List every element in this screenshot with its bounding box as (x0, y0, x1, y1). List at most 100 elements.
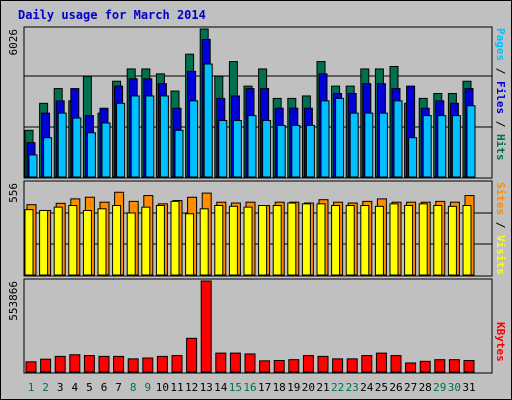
bar-pages-16 (247, 115, 257, 178)
bar-visits-23 (345, 205, 355, 276)
bar-kbytes-9 (142, 357, 154, 373)
bar-pages-28 (422, 115, 432, 178)
bar-pages-13 (203, 63, 213, 178)
bar-pages-14 (218, 120, 228, 178)
x-tick-label-6: 6 (101, 381, 108, 394)
bar-visits-11 (170, 200, 180, 276)
legend-pages-files-hits: Pages / Files / Hits (494, 28, 507, 161)
bar-kbytes-1 (25, 361, 37, 373)
chart-title: Daily usage for March 2014 (18, 8, 206, 22)
x-tick-label-14: 14 (214, 381, 228, 394)
bar-kbytes-11 (171, 355, 183, 373)
bar-pages-8 (130, 95, 140, 178)
bar-pages-7 (116, 102, 126, 178)
bar-pages-25 (378, 112, 388, 178)
x-tick-label-4: 4 (71, 381, 78, 394)
ymax-label-kbytes: 553866 (7, 281, 20, 321)
bar-pages-27 (408, 137, 418, 178)
bar-visits-29 (433, 205, 443, 276)
legend-kbytes: KBytes (494, 322, 507, 362)
x-tick-label-12: 12 (185, 381, 198, 394)
legend-pages-files-hits-part-3: Files (494, 81, 507, 114)
bar-visits-7 (112, 205, 122, 276)
bar-pages-19 (291, 124, 301, 178)
bar-pages-11 (174, 129, 184, 178)
bar-kbytes-19 (288, 359, 300, 373)
x-tick-label-29: 29 (433, 381, 446, 394)
bar-visits-28 (418, 203, 428, 276)
legend-pages-files-hits-part-1: Pages (494, 28, 507, 61)
bar-kbytes-26 (390, 355, 402, 373)
bar-pages-24 (364, 112, 374, 178)
bar-visits-1 (24, 209, 34, 276)
legend-sites-visits-part-2: / (494, 215, 507, 235)
bar-kbytes-27 (405, 362, 417, 373)
bar-visits-6 (97, 208, 107, 276)
bar-kbytes-15 (229, 352, 241, 373)
bar-visits-3 (53, 206, 63, 276)
x-tick-label-8: 8 (130, 381, 137, 394)
bar-visits-9 (141, 206, 151, 276)
bar-kbytes-4 (69, 354, 81, 373)
bar-pages-1 (28, 154, 38, 178)
bar-kbytes-14 (215, 352, 227, 373)
bar-visits-4 (68, 205, 78, 276)
x-tick-label-30: 30 (448, 381, 461, 394)
bar-kbytes-22 (332, 358, 344, 373)
bar-kbytes-13 (200, 280, 212, 373)
bar-visits-25 (374, 205, 384, 276)
bar-pages-29 (437, 115, 447, 178)
bar-kbytes-30 (448, 359, 460, 373)
bar-kbytes-16 (244, 353, 256, 373)
x-tick-label-25: 25 (375, 381, 388, 394)
x-tick-label-3: 3 (57, 381, 64, 394)
bar-visits-12 (185, 213, 195, 276)
x-tick-label-13: 13 (200, 381, 213, 394)
bar-kbytes-12 (186, 337, 198, 373)
x-tick-label-5: 5 (86, 381, 93, 394)
bar-visits-13 (199, 208, 209, 276)
x-tick-label-2: 2 (42, 381, 49, 394)
bar-pages-2 (43, 137, 53, 178)
x-tick-label-20: 20 (302, 381, 315, 394)
bar-kbytes-25 (375, 352, 387, 373)
x-tick-label-16: 16 (243, 381, 256, 394)
bar-pages-10 (159, 95, 169, 178)
bar-kbytes-3 (54, 355, 66, 373)
bar-pages-17 (262, 120, 272, 178)
x-tick-label-27: 27 (404, 381, 417, 394)
bar-visits-30 (447, 205, 457, 276)
x-tick-label-28: 28 (419, 381, 432, 394)
bar-visits-2 (39, 209, 49, 276)
bar-visits-19 (287, 202, 297, 276)
ymax-label-sites: 556 (7, 183, 20, 203)
bar-kbytes-5 (83, 355, 95, 373)
bar-kbytes-31 (463, 359, 475, 373)
x-tick-label-31: 31 (462, 381, 475, 394)
x-tick-label-17: 17 (258, 381, 271, 394)
x-tick-label-15: 15 (229, 381, 242, 394)
bar-visits-22 (331, 205, 341, 276)
bar-pages-26 (393, 100, 403, 178)
bar-pages-22 (335, 97, 345, 178)
bar-pages-4 (72, 117, 82, 178)
bar-visits-20 (301, 203, 311, 276)
bar-visits-16 (243, 206, 253, 276)
bar-pages-30 (451, 115, 461, 178)
bar-pages-18 (276, 124, 286, 178)
bar-pages-31 (466, 105, 476, 178)
bar-visits-14 (214, 205, 224, 276)
bar-visits-27 (404, 205, 414, 276)
x-tick-label-18: 18 (273, 381, 286, 394)
x-tick-label-19: 19 (287, 381, 300, 394)
legend-sites-visits: Sites / Visits (494, 182, 507, 275)
bar-kbytes-6 (98, 355, 110, 373)
bar-visits-5 (82, 209, 92, 276)
bar-visits-8 (126, 212, 136, 276)
legend-pages-files-hits-part-2: / (494, 61, 507, 81)
bar-pages-23 (349, 112, 359, 178)
bar-visits-21 (316, 203, 326, 276)
bar-pages-20 (305, 124, 315, 178)
legend-sites-visits-part-1: Sites (494, 182, 507, 215)
